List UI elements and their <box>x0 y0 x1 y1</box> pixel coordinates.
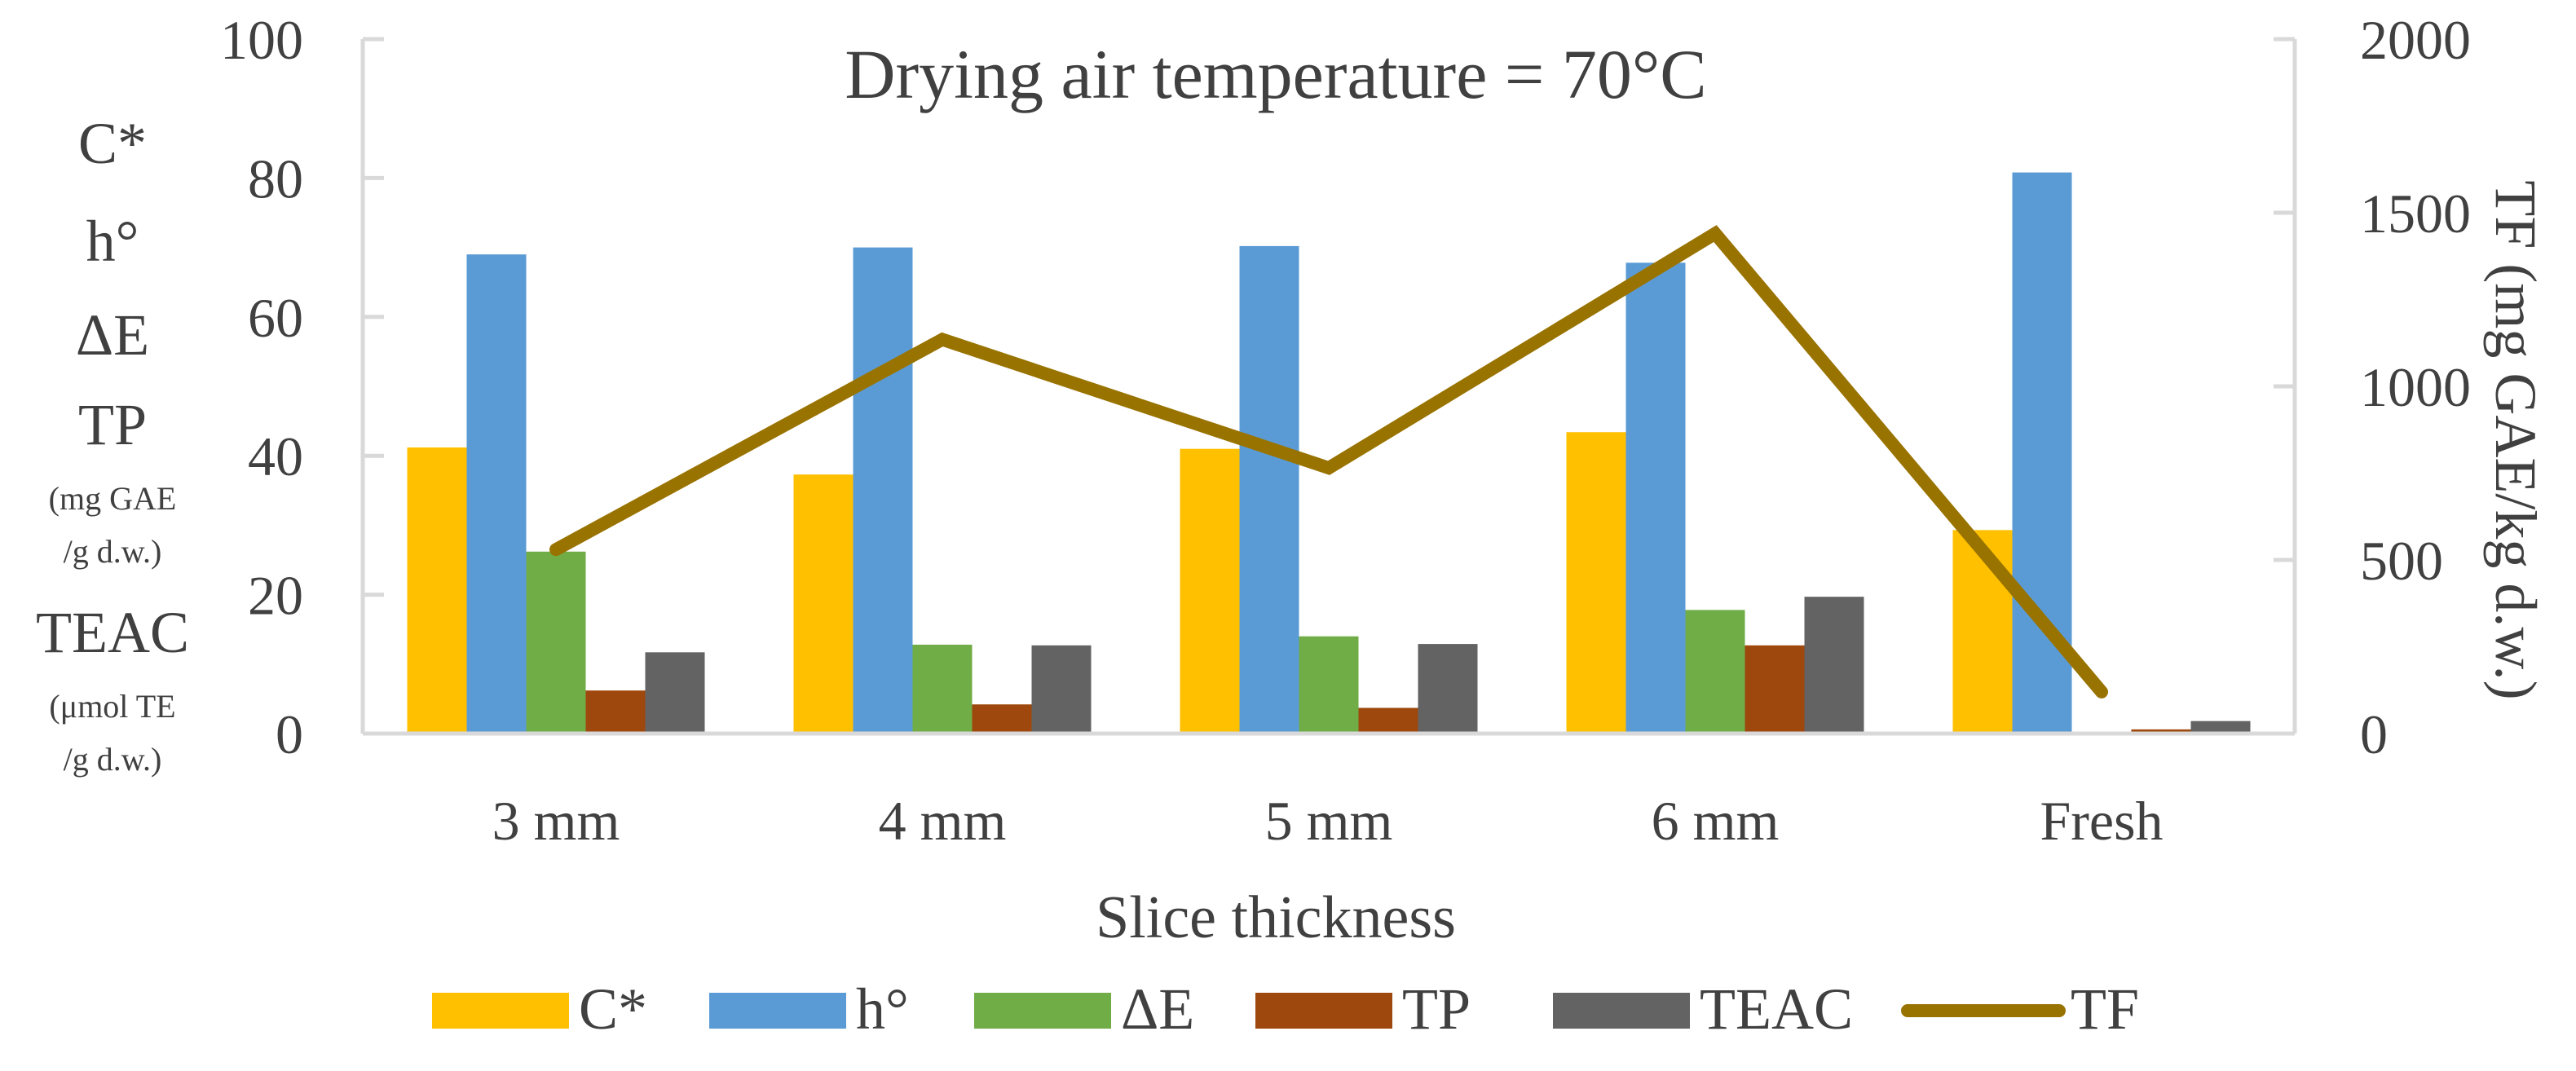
bar-C-0 <box>407 447 467 734</box>
y-right-tick-label: 500 <box>2360 530 2443 592</box>
bar-E-3 <box>1685 610 1745 734</box>
legend-label: h° <box>856 976 909 1042</box>
x-tick-label: 3 mm <box>492 790 620 852</box>
y-left-tick-label: 20 <box>248 565 303 627</box>
y-left-axis-label-line: (μmol TE <box>49 688 175 725</box>
y-left-axis-label-line: TEAC <box>36 600 189 665</box>
y-left-tick-label: 0 <box>276 703 303 765</box>
x-tick-label: Fresh <box>2040 790 2163 852</box>
bar-TP-2 <box>1358 707 1418 734</box>
bar-E-0 <box>526 551 586 734</box>
bar-h-2 <box>1239 245 1299 734</box>
y-left-tick-label: 40 <box>248 425 303 487</box>
bar-TEAC-3 <box>1804 597 1864 734</box>
y-left-axis-label-line: ΔE <box>76 302 149 368</box>
legend-swatch-TEAC <box>1553 993 1690 1029</box>
legend-swatch-E <box>974 993 1111 1029</box>
y-left-axis-label-line: C* <box>78 111 147 176</box>
bar-h-3 <box>1625 262 1686 734</box>
bar-C-2 <box>1180 448 1240 734</box>
legend-label: TF <box>2071 976 2139 1042</box>
bar-TP-4 <box>2131 729 2191 734</box>
bar-TEAC-0 <box>645 652 705 734</box>
y-left-axis-label-line: (mg GAE <box>49 480 177 517</box>
x-tick-label: 4 mm <box>879 790 1007 852</box>
legend-label: TP <box>1402 976 1471 1042</box>
y-left-tick-label: 100 <box>220 9 303 71</box>
bar-TEAC-1 <box>1031 645 1092 734</box>
bar-TP-1 <box>972 704 1032 734</box>
bar-E-1 <box>912 644 973 734</box>
chart-title: Drying air temperature = 70°C <box>845 35 1706 113</box>
y-left-axis-label-line: h° <box>86 209 139 274</box>
y-left-tick-label: 60 <box>248 287 303 349</box>
y-left-axis-label-line: /g d.w.) <box>64 741 162 778</box>
y-right-tick-label: 1000 <box>2360 356 2471 418</box>
bar-C-1 <box>793 474 854 734</box>
x-tick-label: 6 mm <box>1652 790 1780 852</box>
legend-label: ΔE <box>1121 976 1194 1042</box>
bar-C-4 <box>1952 530 2013 734</box>
bar-h-1 <box>853 247 913 734</box>
y-right-tick-label: 0 <box>2360 703 2388 765</box>
y-right-tick-label: 2000 <box>2360 9 2471 71</box>
y-right-axis-label: TF (mg GAE/kg d.w.) <box>2483 180 2548 699</box>
y-left-axis-label-line: /g d.w.) <box>64 533 162 570</box>
legend-swatch-C <box>432 993 569 1029</box>
y-right-tick-label: 1500 <box>2360 183 2471 245</box>
y-left-tick-label: 80 <box>248 148 303 209</box>
x-tick-label: 5 mm <box>1265 790 1393 852</box>
bar-TP-3 <box>1745 645 1805 734</box>
legend-swatch-h <box>709 993 846 1029</box>
line-series-TF <box>549 225 2108 699</box>
bar-C-3 <box>1566 432 1626 734</box>
bar-h-0 <box>466 254 527 734</box>
bar-TEAC-4 <box>2190 721 2251 734</box>
legend-label: TEAC <box>1700 976 1853 1042</box>
x-axis-label: Slice thickness <box>1096 884 1456 951</box>
bar-TEAC-2 <box>1418 644 1478 734</box>
bar-E-2 <box>1299 636 1359 734</box>
legend-swatch-TP <box>1255 993 1392 1029</box>
legend-label: C* <box>579 976 647 1042</box>
bar-TP-0 <box>585 690 646 734</box>
y-left-axis-label-line: TP <box>78 392 147 457</box>
